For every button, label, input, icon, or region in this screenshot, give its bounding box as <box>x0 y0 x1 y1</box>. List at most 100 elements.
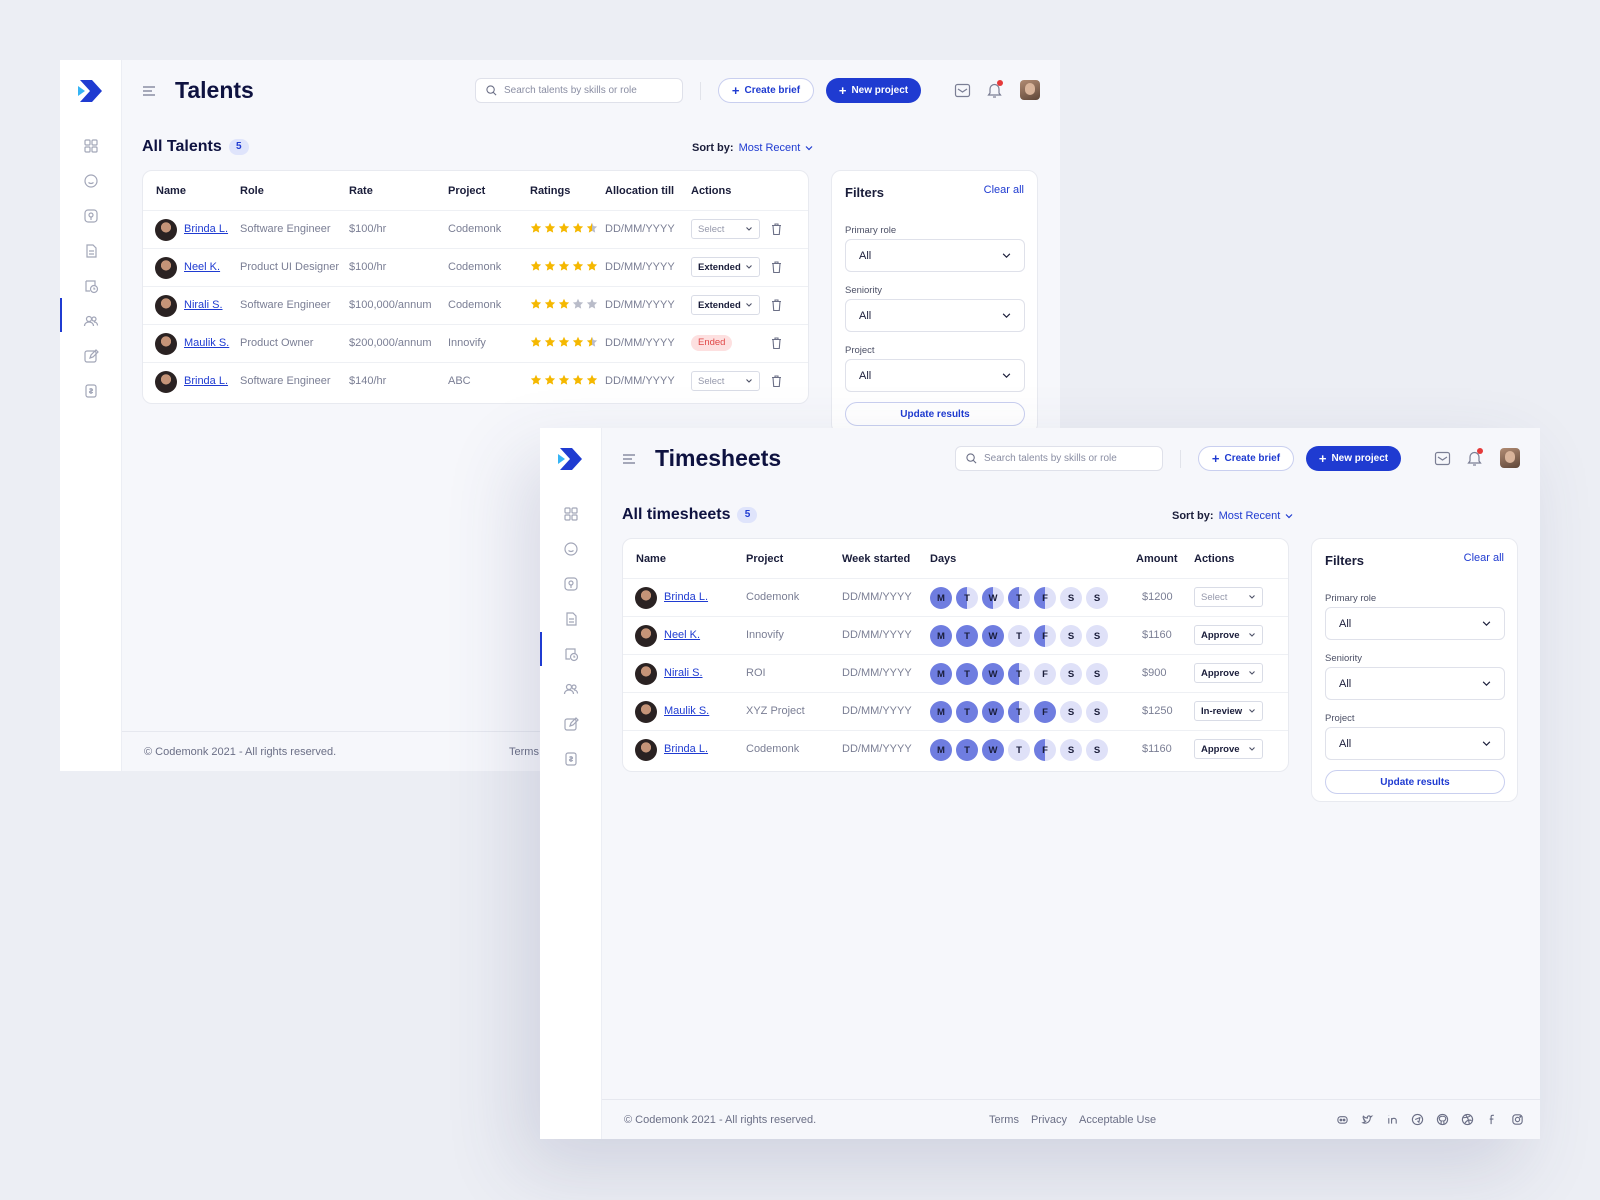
primary-role-select[interactable]: All <box>1325 607 1505 640</box>
bell-icon[interactable] <box>1466 449 1483 467</box>
user-avatar[interactable] <box>1500 448 1520 468</box>
twitter-icon[interactable] <box>1360 1112 1374 1126</box>
trash-icon[interactable] <box>770 374 783 388</box>
instagram-icon[interactable] <box>1510 1112 1524 1126</box>
search-box[interactable] <box>955 446 1163 471</box>
search-input[interactable] <box>984 453 1154 464</box>
section-title-text: All Talents <box>142 138 222 155</box>
talent-name-link[interactable]: Nirali S. <box>184 299 223 311</box>
search-talent-icon[interactable] <box>82 172 100 190</box>
telegram-icon[interactable] <box>1410 1112 1424 1126</box>
invoice-icon[interactable] <box>82 382 100 400</box>
sort-dropdown[interactable]: Sort by: Most Recent <box>1172 510 1293 522</box>
invoice-icon[interactable] <box>562 750 580 768</box>
user-avatar[interactable] <box>1020 80 1040 100</box>
talent-name-link[interactable]: Maulik S. <box>184 337 230 349</box>
cell-project: Innovify <box>746 629 784 641</box>
linkedin-icon[interactable] <box>1385 1112 1399 1126</box>
cell-allocation-date: DD/MM/YYYY <box>605 261 675 273</box>
discord-icon[interactable] <box>1335 1112 1349 1126</box>
page-title: Timesheets <box>655 445 782 471</box>
star-icon <box>530 374 542 385</box>
action-select[interactable]: Approve <box>1194 625 1263 645</box>
day-circle: W <box>982 587 1004 609</box>
trash-icon[interactable] <box>770 298 783 312</box>
project-select[interactable]: All <box>845 359 1025 392</box>
location-icon[interactable] <box>82 207 100 225</box>
chevron-down-icon <box>746 265 752 269</box>
create-brief-button[interactable]: + Create brief <box>718 78 814 103</box>
search-box[interactable] <box>475 78 683 103</box>
update-results-button[interactable]: Update results <box>845 402 1025 426</box>
timesheet-icon[interactable] <box>82 277 100 295</box>
primary-role-select[interactable]: All <box>845 239 1025 272</box>
seniority-value: All <box>1339 677 1352 690</box>
talent-name-link[interactable]: Brinda L. <box>184 375 229 387</box>
seniority-select[interactable]: All <box>1325 667 1505 700</box>
new-project-button[interactable]: + New project <box>1306 446 1401 471</box>
inbox-icon[interactable] <box>1434 450 1451 467</box>
codemonk-logo[interactable] <box>556 444 586 474</box>
team-icon[interactable] <box>82 312 100 330</box>
dashboard-icon[interactable] <box>82 137 100 155</box>
terms-link[interactable]: Terms <box>989 1114 1019 1126</box>
project-select[interactable]: All <box>1325 727 1505 760</box>
update-results-button[interactable]: Update results <box>1325 770 1505 794</box>
edit-icon[interactable] <box>82 347 100 365</box>
talent-name-link[interactable]: Maulik S. <box>664 705 710 717</box>
action-select[interactable]: In-review <box>1194 701 1263 721</box>
avatar <box>155 333 177 355</box>
dribbble-icon[interactable] <box>1460 1112 1474 1126</box>
document-icon[interactable] <box>82 242 100 260</box>
footer: © Codemonk 2021 - All rights reserved. T… <box>602 1099 1540 1139</box>
new-project-button[interactable]: + New project <box>826 78 921 103</box>
trash-icon[interactable] <box>770 336 783 350</box>
seniority-select[interactable]: All <box>845 299 1025 332</box>
star-icon <box>544 222 556 233</box>
edit-icon[interactable] <box>562 715 580 733</box>
clear-all-link[interactable]: Clear all <box>1463 552 1504 564</box>
inbox-icon[interactable] <box>954 82 971 99</box>
timesheet-icon[interactable] <box>562 645 580 663</box>
search-input[interactable] <box>504 85 674 96</box>
action-select[interactable]: Select <box>691 219 760 239</box>
talent-name-link[interactable]: Neel K. <box>184 261 221 273</box>
talent-name-link[interactable]: Neel K. <box>664 629 701 641</box>
acceptable-use-link[interactable]: Acceptable Use <box>1079 1114 1157 1126</box>
clear-all-link[interactable]: Clear all <box>983 184 1024 196</box>
menu-icon[interactable] <box>142 84 156 98</box>
search-talent-icon[interactable] <box>562 540 580 558</box>
talents-table: Name Role Rate Project Ratings Allocation til… <box>142 170 809 404</box>
codemonk-logo[interactable] <box>76 76 106 106</box>
action-select-value: Extended <box>698 299 741 311</box>
create-brief-button[interactable]: + Create brief <box>1198 446 1294 471</box>
action-select[interactable]: Select <box>1194 587 1263 607</box>
action-select[interactable]: Extended <box>691 257 760 277</box>
terms-link[interactable]: Terms <box>509 746 539 758</box>
trash-icon[interactable] <box>770 260 783 274</box>
action-select[interactable]: Extended <box>691 295 760 315</box>
talent-name-link[interactable]: Brinda L. <box>184 223 229 235</box>
star-icon <box>558 374 570 385</box>
action-select[interactable]: Select <box>691 371 760 391</box>
star-icon <box>544 336 556 347</box>
sort-dropdown[interactable]: Sort by: Most Recent <box>692 142 813 154</box>
dashboard-icon[interactable] <box>562 505 580 523</box>
menu-icon[interactable] <box>622 452 636 466</box>
cell-rate: $200,000/annum <box>349 337 432 349</box>
facebook-icon[interactable] <box>1485 1112 1499 1126</box>
team-icon[interactable] <box>562 680 580 698</box>
location-icon[interactable] <box>562 575 580 593</box>
action-select[interactable]: Approve <box>1194 739 1263 759</box>
trash-icon[interactable] <box>770 222 783 236</box>
privacy-link[interactable]: Privacy <box>1030 1114 1068 1126</box>
talent-name-link[interactable]: Brinda L. <box>664 591 709 603</box>
github-icon[interactable] <box>1435 1112 1449 1126</box>
document-icon[interactable] <box>562 610 580 628</box>
talent-name-link[interactable]: Brinda L. <box>664 743 709 755</box>
bell-icon[interactable] <box>986 81 1003 99</box>
rating-stars <box>530 374 598 386</box>
talent-name-link[interactable]: Nirali S. <box>664 667 703 679</box>
action-select[interactable]: Approve <box>1194 663 1263 683</box>
